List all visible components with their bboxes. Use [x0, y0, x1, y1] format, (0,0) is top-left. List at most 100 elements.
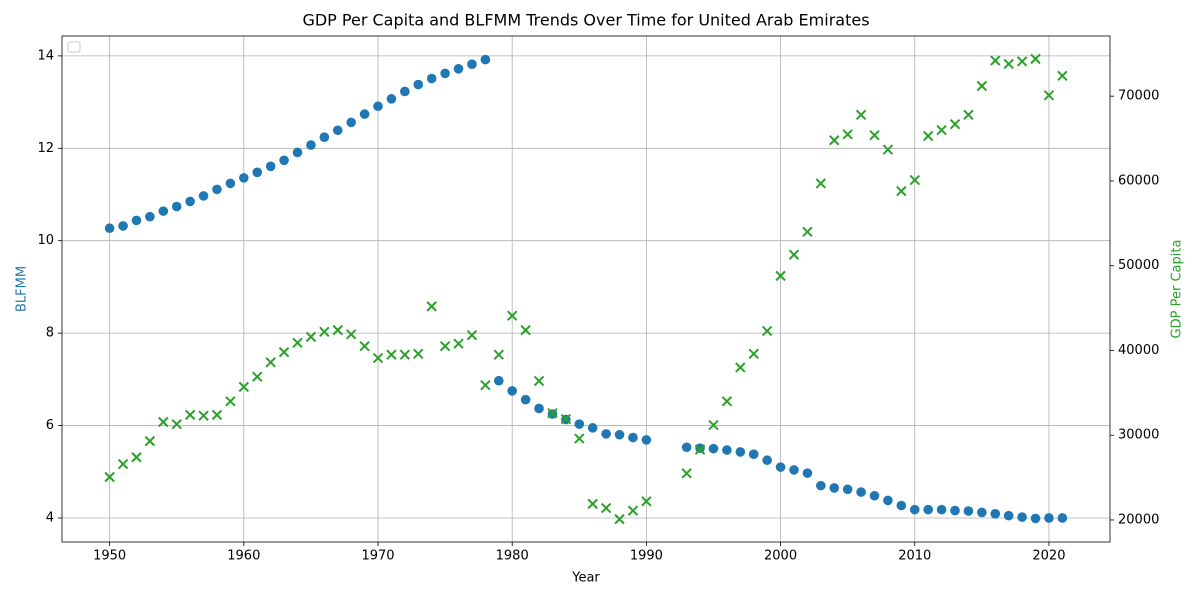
x-tick-label: 1990 [630, 549, 663, 564]
point [372, 352, 384, 364]
point [158, 206, 169, 216]
point [681, 468, 692, 479]
point [722, 445, 732, 455]
y2-tick-label: 20000 [1118, 512, 1159, 527]
point [292, 337, 303, 349]
point [694, 444, 706, 455]
point [708, 443, 719, 454]
point [855, 109, 867, 121]
point [279, 155, 289, 166]
point [1057, 513, 1068, 523]
point [386, 94, 397, 104]
point [399, 349, 411, 360]
point [627, 505, 639, 516]
point [225, 396, 236, 407]
point [332, 324, 343, 336]
point [748, 449, 759, 460]
y-tick-label: 10 [37, 233, 54, 248]
point [936, 124, 947, 136]
point [923, 504, 933, 515]
point [949, 118, 961, 130]
point [292, 147, 303, 158]
y2-tick-label: 70000 [1118, 89, 1159, 104]
point [493, 349, 504, 360]
plot-frame [61, 35, 1111, 543]
point [708, 419, 719, 431]
point [788, 249, 800, 260]
point [896, 185, 907, 197]
point [761, 325, 773, 337]
point [628, 432, 638, 443]
point [198, 191, 209, 201]
y-tick-label: 12 [37, 141, 54, 156]
point [601, 429, 611, 439]
y2-tick-label: 50000 [1118, 258, 1159, 273]
point [829, 135, 840, 146]
point [802, 468, 813, 478]
point [574, 433, 585, 444]
x-tick-label: 2010 [898, 549, 931, 564]
point [909, 174, 920, 186]
point [802, 226, 813, 237]
point [413, 348, 424, 360]
point [439, 341, 451, 352]
point [212, 184, 222, 195]
point [977, 507, 987, 518]
point [507, 386, 517, 396]
point [306, 140, 316, 150]
point [883, 495, 893, 506]
point [950, 505, 960, 516]
chart-title: GDP Per Capita and BLFMM Trends Over Tim… [302, 11, 869, 30]
point [614, 429, 625, 440]
point [1057, 70, 1068, 82]
y-tick-label: 4 [46, 510, 54, 525]
point [386, 349, 397, 360]
point [359, 341, 370, 352]
point [373, 101, 383, 112]
point [131, 215, 142, 226]
point [856, 487, 866, 497]
point [467, 59, 477, 69]
point [145, 211, 155, 222]
point [1017, 512, 1027, 522]
point [1016, 56, 1028, 67]
point [520, 324, 531, 336]
point [829, 483, 840, 493]
point [332, 125, 343, 136]
legend [67, 41, 81, 53]
y-tick-label: 6 [46, 418, 54, 433]
point [426, 73, 437, 84]
point [359, 109, 370, 119]
x-axis-label: Year [571, 571, 600, 586]
point [587, 423, 598, 433]
point [278, 346, 290, 358]
point [936, 504, 947, 515]
point [641, 496, 652, 507]
point [896, 500, 907, 511]
point [413, 79, 424, 90]
point [869, 129, 880, 141]
point [480, 379, 491, 391]
point [976, 80, 988, 92]
point [252, 371, 263, 382]
point [520, 394, 531, 405]
point [963, 109, 974, 121]
point [547, 407, 558, 419]
point [735, 447, 746, 457]
point [252, 167, 263, 178]
point [118, 221, 128, 231]
point [1030, 513, 1041, 524]
point [1043, 90, 1055, 101]
point [440, 68, 450, 79]
point [922, 130, 934, 142]
point [239, 173, 249, 183]
y-tick-label: 8 [46, 326, 54, 341]
point [762, 455, 772, 466]
y2-axis-label: GDP Per Capita [1170, 240, 1185, 339]
point [1044, 513, 1054, 523]
point [506, 310, 518, 321]
point [789, 465, 799, 475]
point [265, 357, 276, 368]
point [453, 338, 464, 349]
